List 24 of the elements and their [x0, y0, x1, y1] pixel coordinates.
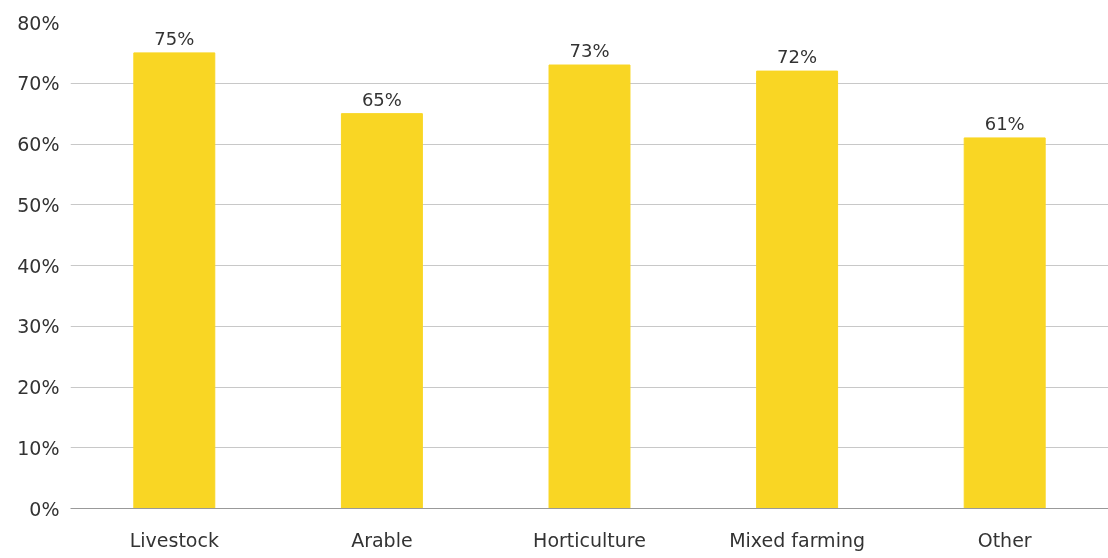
y-tick-label: 10% — [17, 436, 60, 459]
x-tick-label: Arable — [351, 528, 413, 551]
bar — [548, 64, 631, 509]
y-tick-label: 50% — [17, 193, 60, 216]
data-label: 73% — [569, 40, 610, 62]
bar — [963, 137, 1046, 509]
data-label: 65% — [361, 88, 402, 110]
y-tick-label: 70% — [17, 72, 60, 95]
y-tick-label: 60% — [17, 133, 60, 155]
bar — [133, 52, 216, 509]
y-tick-label: 0% — [29, 497, 60, 520]
bar — [756, 70, 839, 509]
data-label: 72% — [777, 46, 818, 68]
data-label: 75% — [154, 27, 195, 49]
x-tick-label: Livestock — [129, 528, 219, 551]
data-label: 61% — [984, 112, 1025, 134]
y-tick-label: 40% — [17, 254, 60, 277]
x-tick-label: Mixed farming — [729, 528, 866, 551]
x-tick-label: Other — [977, 528, 1032, 551]
y-tick-label: 80% — [17, 11, 60, 34]
y-tick-label: 30% — [17, 315, 60, 338]
bar — [340, 113, 423, 509]
y-tick-label: 20% — [17, 376, 60, 398]
x-tick-label: Horticulture — [533, 528, 646, 551]
